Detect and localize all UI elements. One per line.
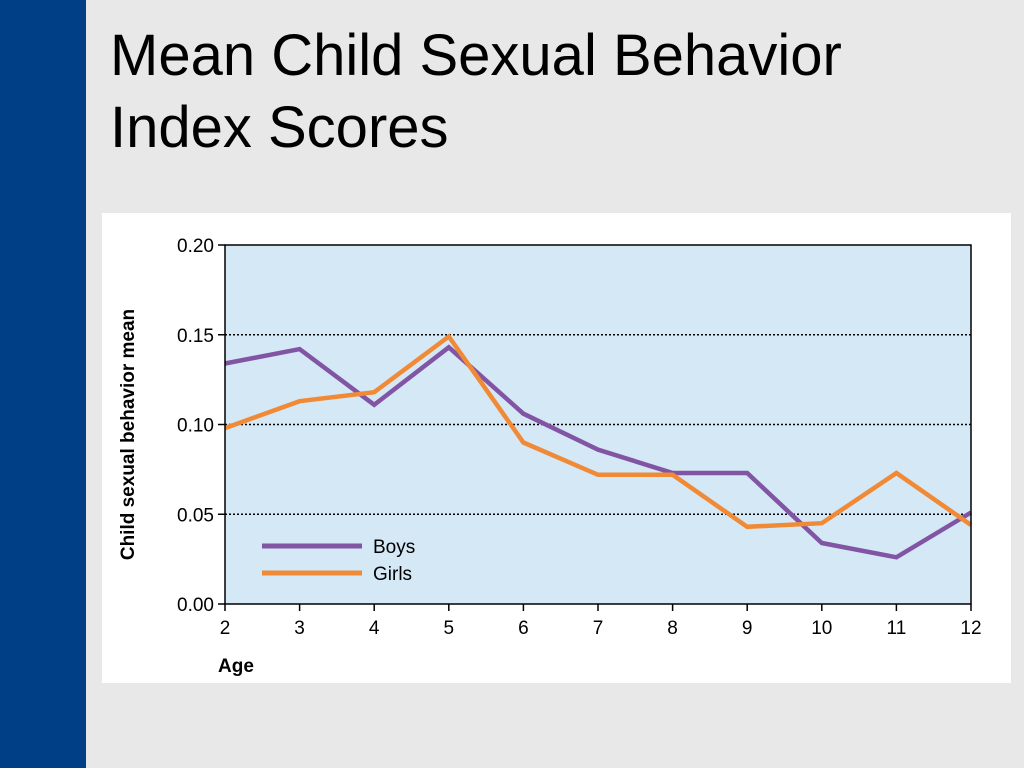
y-axis-title: Child sexual behavior mean <box>118 309 139 560</box>
line-chart: 0.00 0.05 0.10 0.15 0.20 2 3 4 5 6 7 8 9 10 11 12 Boys G… <box>118 236 982 677</box>
slide-title-line2: Index Scores <box>110 95 449 160</box>
y-tick-label-1: 0.05 <box>177 505 214 526</box>
x-tick-label-3: 5 <box>444 618 455 639</box>
x-tick-label-5: 7 <box>593 618 604 639</box>
series-layer <box>224 333 973 560</box>
y-tick-label-2: 0.10 <box>177 416 214 437</box>
x-tick-label-2: 4 <box>369 618 380 639</box>
x-tick-label-9: 11 <box>887 618 907 639</box>
y-tick-label-3: 0.15 <box>177 326 214 347</box>
legend-label-girls: Girls <box>373 564 412 585</box>
x-tick-label-7: 9 <box>742 618 753 639</box>
x-tick-label-6: 8 <box>667 618 678 639</box>
slide-title-line1: Mean Child Sexual Behavior <box>110 23 842 88</box>
legend: Boys Girls <box>262 537 415 585</box>
x-tick-label-0: 2 <box>220 618 231 639</box>
legend-label-boys: Boys <box>373 537 415 558</box>
y-tick-label-0: 0.00 <box>177 595 214 616</box>
x-tick-label-4: 6 <box>518 618 529 639</box>
x-axis-title: Age <box>218 656 254 677</box>
grid-lines <box>225 334 971 515</box>
x-tick-label-8: 10 <box>811 618 832 639</box>
series-line-girls <box>224 333 973 530</box>
slide-title: Mean Child Sexual Behavior Index Scores <box>110 20 1010 164</box>
y-tick-label-4: 0.20 <box>177 236 214 257</box>
ticks: 0.00 0.05 0.10 0.15 0.20 2 3 4 5 6 7 8 9 10 11 12 <box>177 236 982 639</box>
series-line-boys <box>224 344 973 560</box>
x-tick-label-1: 3 <box>294 618 305 639</box>
x-tick-label-10: 12 <box>960 618 981 639</box>
chart-panel: 0.00 0.05 0.10 0.15 0.20 2 3 4 5 6 7 8 9 10 11 12 Boys G… <box>102 213 1011 683</box>
slide-sidebar <box>0 0 86 768</box>
